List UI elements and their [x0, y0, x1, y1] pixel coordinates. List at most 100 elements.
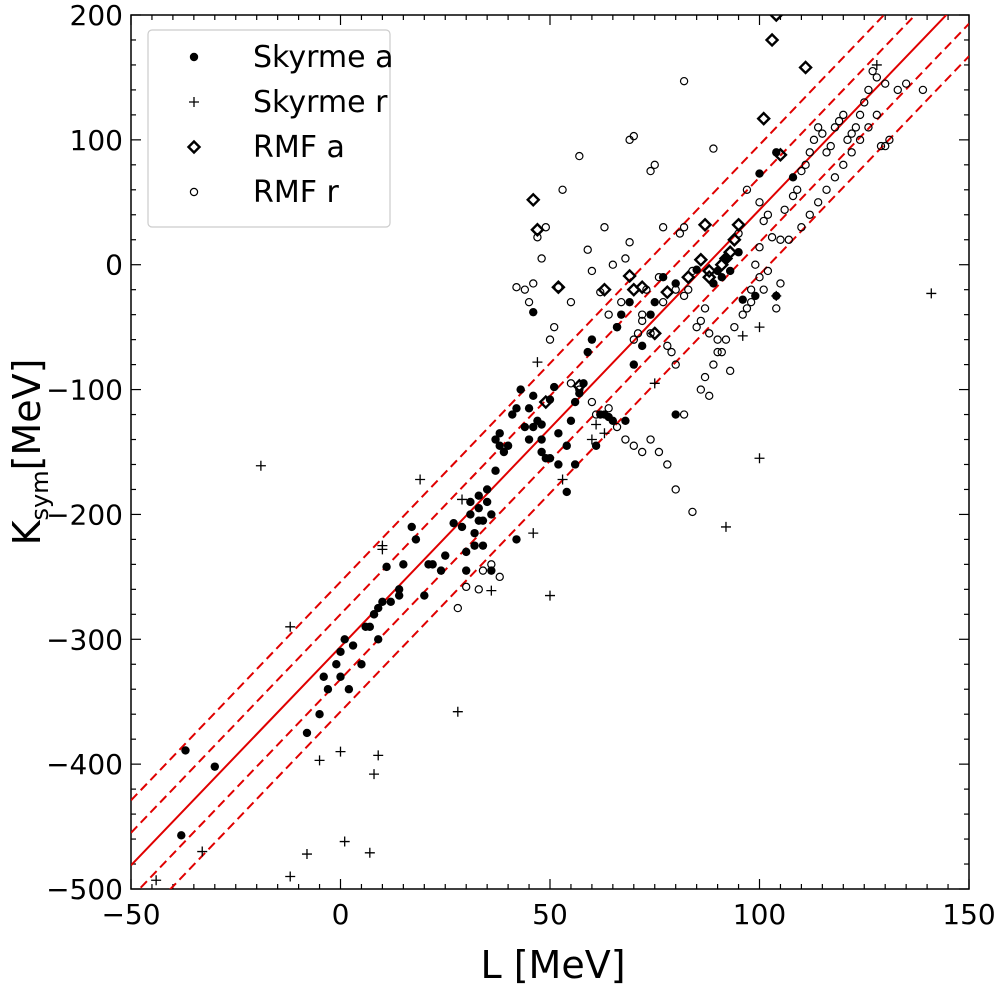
point-rmf-r	[717, 347, 726, 357]
point-rmf-a	[693, 252, 709, 267]
point-rmf-r	[855, 135, 865, 145]
point-skyrme-r	[377, 544, 388, 555]
point-skyrme-a	[570, 460, 580, 469]
point-rmf-r	[709, 360, 718, 369]
point-rmf-r	[629, 335, 639, 344]
point-skyrme-a	[177, 831, 186, 840]
point-rmf-r	[478, 566, 488, 575]
legend-label-skyrme-r: Skyrme r	[253, 85, 388, 120]
point-rmf-a	[756, 111, 771, 126]
point-rmf-r	[575, 151, 584, 161]
point-skyrme-a	[537, 435, 546, 444]
point-skyrme-a	[394, 585, 404, 594]
point-rmf-r	[642, 285, 651, 294]
point-rmf-r	[801, 160, 810, 170]
point-skyrme-a	[529, 391, 538, 401]
point-skyrme-r	[415, 474, 426, 485]
point-skyrme-r	[599, 428, 610, 439]
point-skyrme-a	[302, 728, 312, 738]
point-rmf-r	[822, 148, 831, 157]
point-rmf-a	[634, 279, 650, 295]
point-rmf-r	[813, 123, 823, 132]
point-rmf-r	[847, 129, 856, 138]
point-rmf-r	[637, 316, 647, 326]
point-rmf-r	[813, 198, 823, 207]
y-axis-title: Ksym[MeV]	[5, 359, 54, 546]
point-rmf-r	[629, 441, 639, 450]
point-rmf-a	[702, 270, 717, 285]
point-skyrme-r	[151, 875, 162, 886]
point-skyrme-a	[566, 416, 576, 425]
point-rmf-r	[713, 347, 722, 357]
point-rmf-r	[700, 304, 710, 313]
point-rmf-r	[772, 304, 781, 313]
point-rmf-r	[650, 160, 659, 170]
point-skyrme-a	[612, 322, 622, 332]
point-rmf-a	[622, 268, 637, 284]
point-rmf-r	[763, 266, 773, 276]
point-skyrme-a	[537, 420, 546, 429]
point-skyrme-a	[562, 441, 571, 450]
point-rmf-r	[545, 335, 555, 344]
point-rmf-r	[776, 235, 785, 244]
point-rmf-r	[696, 316, 706, 326]
point-skyrme-a	[482, 485, 492, 494]
point-rmf-r	[864, 85, 873, 95]
point-skyrme-r	[335, 746, 346, 757]
legend-label-skyrme-a: Skyrme a	[253, 40, 394, 75]
point-skyrme-a	[466, 497, 475, 507]
point-skyrme-r	[649, 378, 660, 389]
point-rmf-r	[725, 366, 735, 376]
point-rmf-r	[495, 572, 504, 582]
point-rmf-r	[558, 185, 567, 194]
point-skyrme-r	[545, 590, 555, 601]
point-rmf-r	[696, 385, 706, 394]
legend-label-rmf-a: RMF a	[253, 130, 345, 165]
point-skyrme-r	[591, 419, 602, 430]
point-rmf-r	[679, 76, 689, 86]
axis-ticks	[130, 14, 970, 890]
point-rmf-r	[872, 73, 882, 82]
point-skyrme-a	[428, 560, 437, 569]
point-skyrme-a	[621, 416, 630, 425]
point-rmf-r	[901, 79, 911, 88]
point-rmf-r	[679, 223, 689, 232]
point-skyrme-r	[486, 585, 497, 596]
point-skyrme-a	[717, 273, 726, 282]
point-skyrme-a	[587, 335, 597, 344]
point-rmf-r	[881, 79, 890, 88]
point-skyrme-a	[382, 562, 391, 572]
point-skyrme-a	[591, 441, 601, 450]
point-rmf-r	[818, 129, 827, 138]
point-rmf-r	[625, 238, 634, 247]
point-rmf-r	[843, 135, 852, 145]
point-skyrme-a	[692, 265, 701, 274]
point-skyrme-r	[285, 621, 296, 632]
point-skyrme-a	[411, 535, 421, 544]
point-skyrme-a	[474, 503, 483, 513]
point-rmf-r	[705, 391, 714, 401]
point-rmf-r	[688, 507, 697, 517]
point-skyrme-r	[369, 769, 380, 780]
point-rmf-r	[797, 166, 806, 176]
point-skyrme-a	[436, 566, 446, 575]
point-skyrme-r	[255, 460, 266, 471]
legend-label-rmf-r: RMF r	[253, 175, 340, 210]
point-rmf-r	[746, 285, 756, 294]
y-tick-label: −200	[46, 498, 123, 531]
point-skyrme-a	[344, 685, 354, 694]
point-rmf-a	[727, 232, 742, 247]
point-rmf-r	[529, 279, 538, 288]
point-skyrme-a	[462, 547, 471, 557]
point-rmf-r	[587, 397, 597, 407]
point-skyrme-a	[210, 762, 219, 771]
point-rmf-r	[700, 372, 710, 382]
legend-markers	[186, 52, 202, 197]
point-skyrme-a	[495, 429, 504, 438]
point-rmf-r	[822, 185, 831, 194]
y-tick-label: −400	[46, 748, 123, 781]
point-skyrme-a	[524, 404, 534, 413]
fit-line-dashed	[169, 55, 969, 889]
point-rmf-r	[658, 223, 668, 232]
point-skyrme-a	[336, 647, 345, 656]
